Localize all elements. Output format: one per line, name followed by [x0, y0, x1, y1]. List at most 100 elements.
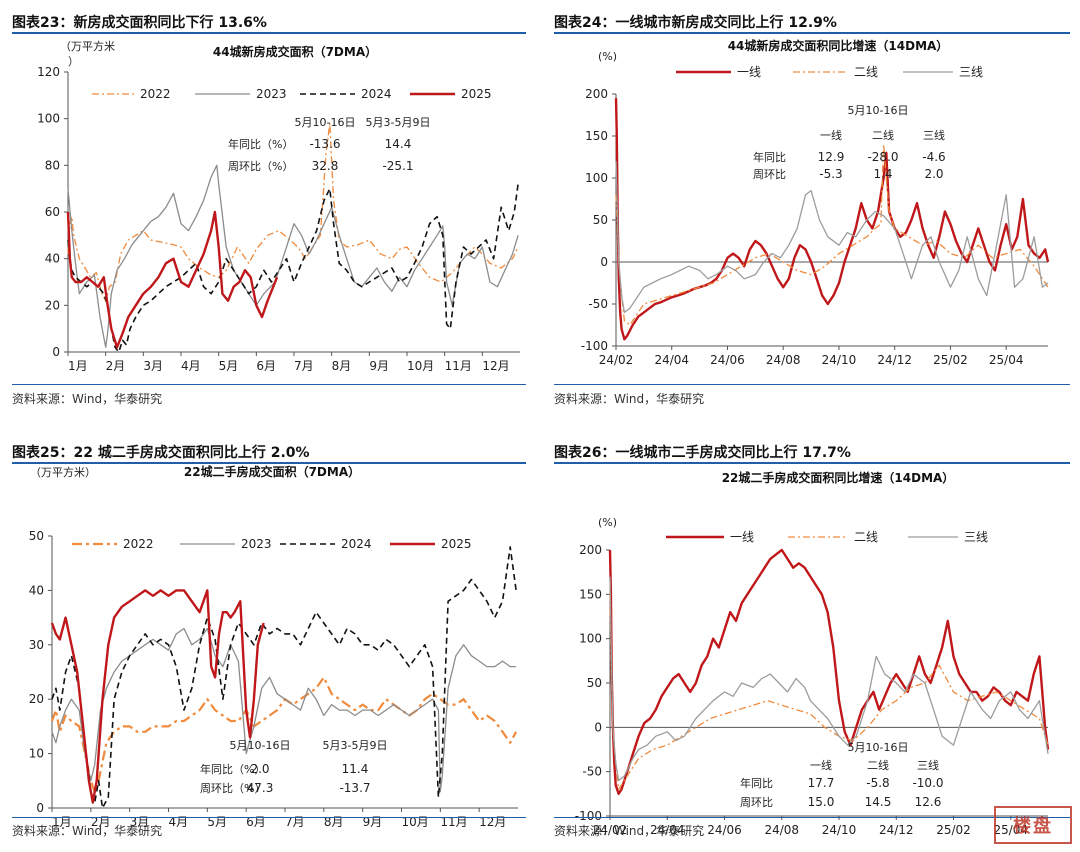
title-rule [554, 32, 1070, 34]
table-row-label: 年同比（%） [200, 762, 265, 776]
table-col-head: 二线 [872, 128, 894, 142]
source-note: 资料来源：Wind，华泰研究 [554, 824, 705, 838]
chart-title: 22城二手房成交面积（7DMA） [184, 464, 360, 479]
table-value: -10.0 [912, 776, 943, 790]
table-value: 32.8 [312, 159, 339, 173]
x-tick-label: 10月 [402, 815, 429, 829]
series-line-2024 [67, 183, 519, 353]
series-line-二线 [615, 143, 1049, 326]
x-tick-label: 9月 [363, 815, 383, 829]
x-tick-label: 4月 [169, 815, 189, 829]
x-tick-label: 24/06 [707, 823, 742, 837]
x-tick-label: 8月 [332, 359, 352, 373]
table-value: 1.4 [873, 167, 892, 181]
series-line-2023 [67, 164, 519, 348]
figure-title: 图表23：新房成交面积同比下行 13.6% [12, 15, 267, 31]
y-tick-label: 20 [29, 692, 44, 706]
table-row-label: 周环比 [740, 796, 773, 809]
legend-label: 二线 [854, 530, 878, 544]
table-col-head: 二线 [867, 758, 889, 772]
table-value: -5.8 [866, 776, 889, 790]
source-note: 资料来源：Wind，华泰研究 [554, 392, 705, 406]
x-tick-label: 6月 [256, 359, 276, 373]
legend-label: 三线 [959, 65, 983, 79]
x-tick-label: 25/04 [989, 353, 1024, 367]
x-tick-label: 24/02 [599, 353, 634, 367]
y-tick-label: 10 [29, 747, 44, 761]
x-tick-label: 7月 [285, 815, 305, 829]
legend-label: 2024 [341, 537, 372, 551]
x-tick-label: 24/04 [654, 353, 689, 367]
x-tick-label: 24/08 [766, 353, 801, 367]
table-value: -28.0 [867, 150, 898, 164]
legend-label: 一线 [737, 65, 761, 79]
legend-label: 2024 [361, 87, 392, 101]
y-unit-label: ） [68, 55, 79, 68]
x-tick-label: 4月 [181, 359, 201, 373]
y-tick-label: 0 [600, 255, 608, 269]
legend-label: 2025 [461, 87, 492, 101]
y-tick-label: 200 [579, 543, 602, 557]
y-tick-label: 80 [45, 158, 60, 172]
series-line-一线 [608, 548, 1050, 795]
table-value: 47.3 [247, 781, 274, 795]
x-tick-label: 24/10 [822, 823, 857, 837]
table-title: 5月10-16日 [848, 741, 909, 754]
y-tick-label: 100 [585, 171, 608, 185]
x-tick-label: 24/10 [822, 353, 857, 367]
y-tick-label: -50 [588, 297, 608, 311]
source-rule [12, 817, 526, 818]
table-value: 12.9 [818, 150, 845, 164]
source-rule [554, 384, 1070, 385]
chart-svg: 44城新房成交面积（7DMA） （万平方米 ） 0 20 40 60 80 100 120 1月 2月… [37, 39, 520, 373]
title-rule [554, 462, 1070, 464]
series-line-2024 [51, 546, 517, 809]
table-row-label: 年同比（%） [228, 137, 293, 151]
chart-title: 44城新房成交面积（7DMA） [213, 44, 377, 59]
series-line-三线 [615, 161, 1049, 314]
table-col-head: 一线 [810, 758, 832, 772]
series-line-2025 [66, 210, 279, 349]
table-value: 15.0 [808, 795, 835, 809]
legend-label: 2023 [256, 87, 287, 101]
y-tick-label: 100 [37, 112, 60, 126]
x-tick-label: 24/02 [593, 823, 628, 837]
chart-svg: 22城二手房成交面积同比增速（14DMA） (%) -100 -50 0 50 100 150… [575, 470, 1050, 837]
source-rule [12, 384, 526, 385]
legend-label: 2022 [140, 87, 171, 101]
x-tick-label: 5月 [207, 815, 227, 829]
y-tick-label: 0 [36, 801, 44, 815]
y-tick-label: 150 [579, 587, 602, 601]
y-tick-label: 20 [45, 298, 60, 312]
table-col-head: 5月10-16日 [230, 739, 291, 752]
stamp-text: 楼盘 [1013, 816, 1053, 837]
y-tick-label: 50 [29, 529, 44, 543]
y-tick-label: -50 [582, 765, 602, 779]
chart-title: 22城二手房成交面积同比增速（14DMA） [722, 470, 955, 485]
figure-title: 图表26：一线城市二手房成交同比上行 17.7% [554, 445, 851, 461]
y-tick-label: 200 [585, 87, 608, 101]
table-value: 17.7 [808, 776, 835, 790]
legend-label: 2023 [241, 537, 272, 551]
y-tick-label: 60 [45, 205, 60, 219]
series-line-一线 [614, 98, 1050, 341]
table-row-label: 周环比（%） [200, 782, 265, 795]
x-tick-label: 8月 [324, 815, 344, 829]
y-tick-label: -100 [581, 339, 608, 353]
x-tick-label: 24/12 [879, 823, 914, 837]
table-value: 2.0 [924, 167, 943, 181]
table-value: 11.4 [342, 762, 369, 776]
x-tick-label: 7月 [294, 359, 314, 373]
table-value: -5.3 [819, 167, 842, 181]
x-tick-label: 3月 [143, 359, 163, 373]
x-tick-label: 1月 [52, 815, 72, 829]
y-tick-label: 150 [585, 129, 608, 143]
table-value: 2.0 [250, 762, 269, 776]
y-tick-label: 120 [37, 65, 60, 79]
chart-title: 44城新房成交面积同比增速（14DMA） [728, 38, 949, 53]
panel-new-home-area: 图表23：新房成交面积同比下行 13.6% 44城新房成交面积（7DMA） （万平… [0, 0, 532, 420]
x-tick-label: 2月 [91, 815, 111, 829]
legend-label: 三线 [964, 530, 988, 544]
x-tick-label: 11月 [440, 815, 467, 829]
series-line-2025 [50, 589, 265, 804]
